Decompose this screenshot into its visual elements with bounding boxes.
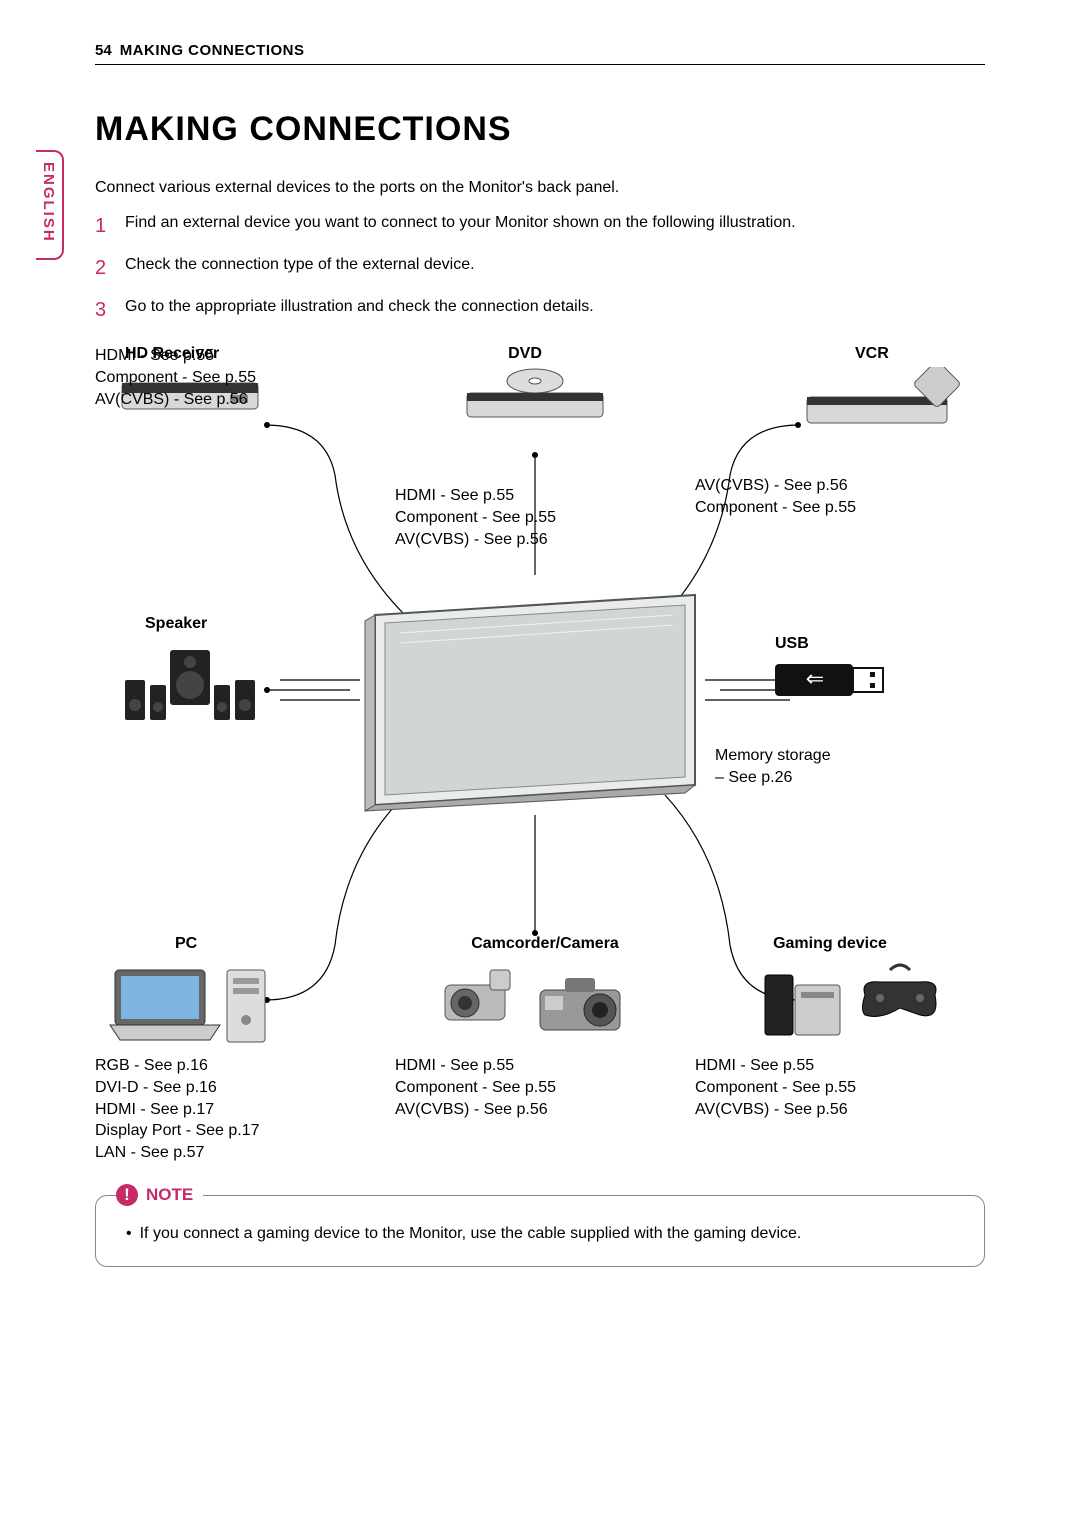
steps-list: 1 Find an external device you want to co… bbox=[95, 211, 985, 325]
vcr-icon bbox=[805, 367, 965, 432]
camcorder-label: Camcorder/Camera bbox=[435, 935, 655, 953]
step-text: Go to the appropriate illustration and c… bbox=[125, 295, 594, 319]
usb-refs: Memory storage – See p.26 bbox=[715, 745, 831, 788]
usb-label: USB bbox=[775, 635, 809, 653]
page-number: 54 bbox=[95, 42, 112, 59]
camcorder-icon bbox=[435, 960, 635, 1045]
note-label: ! NOTE bbox=[116, 1184, 203, 1206]
gaming-refs: HDMI - See p.55 Component - See p.55 AV(… bbox=[695, 1055, 856, 1120]
pc-refs: RGB - See p.16 DVI-D - See p.16 HDMI - S… bbox=[95, 1055, 260, 1163]
step-number: 2 bbox=[95, 253, 113, 283]
note-icon: ! bbox=[116, 1184, 138, 1206]
page-title: MAKING CONNECTIONS bbox=[95, 110, 985, 149]
note-item-text: If you connect a gaming device to the Mo… bbox=[140, 1222, 802, 1246]
step-item: 2 Check the connection type of the exter… bbox=[95, 253, 985, 283]
monitor-icon bbox=[355, 585, 715, 805]
dvd-refs: HDMI - See p.55 Component - See p.55 AV(… bbox=[395, 485, 556, 550]
step-number: 3 bbox=[95, 295, 113, 325]
speaker-system-icon bbox=[115, 645, 265, 740]
camcorder-refs: HDMI - See p.55 Component - See p.55 AV(… bbox=[395, 1055, 556, 1120]
note-label-text: NOTE bbox=[146, 1185, 193, 1205]
hd-receiver-refs: HDMI - See p.55 Component - See p.55 AV(… bbox=[95, 345, 256, 410]
step-text: Check the connection type of the externa… bbox=[125, 253, 475, 277]
connection-diagram: HD Receiver HDMI - See p.55 Component - … bbox=[95, 345, 985, 1165]
step-item: 1 Find an external device you want to co… bbox=[95, 211, 985, 241]
step-number: 1 bbox=[95, 211, 113, 241]
step-text: Find an external device you want to conn… bbox=[125, 211, 796, 235]
note-box: ! NOTE If you connect a gaming device to… bbox=[95, 1195, 985, 1267]
step-item: 3 Go to the appropriate illustration and… bbox=[95, 295, 985, 325]
pc-label: PC bbox=[175, 935, 197, 953]
page-content: MAKING CONNECTIONS Connect various exter… bbox=[95, 110, 985, 1267]
vcr-refs: AV(CVBS) - See p.56 Component - See p.55 bbox=[695, 475, 856, 518]
speaker-label: Speaker bbox=[145, 615, 207, 633]
intro-text: Connect various external devices to the … bbox=[95, 177, 985, 199]
gaming-device-icon bbox=[755, 960, 955, 1045]
dvd-player-icon bbox=[465, 365, 605, 430]
language-tab: ENGLISH bbox=[36, 150, 64, 260]
vcr-label: VCR bbox=[855, 345, 889, 363]
header-rule bbox=[95, 64, 985, 65]
language-tab-label: ENGLISH bbox=[40, 162, 57, 243]
svg-text:⇐: ⇐ bbox=[806, 666, 824, 691]
dvd-label: DVD bbox=[465, 345, 585, 363]
note-item: If you connect a gaming device to the Mo… bbox=[126, 1222, 964, 1246]
header-section-title: MAKING CONNECTIONS bbox=[120, 42, 305, 59]
page-header: 54 MAKING CONNECTIONS bbox=[95, 42, 985, 59]
usb-drive-icon: ⇐ bbox=[775, 660, 895, 705]
pc-icon bbox=[105, 960, 275, 1055]
gaming-label: Gaming device bbox=[740, 935, 920, 953]
